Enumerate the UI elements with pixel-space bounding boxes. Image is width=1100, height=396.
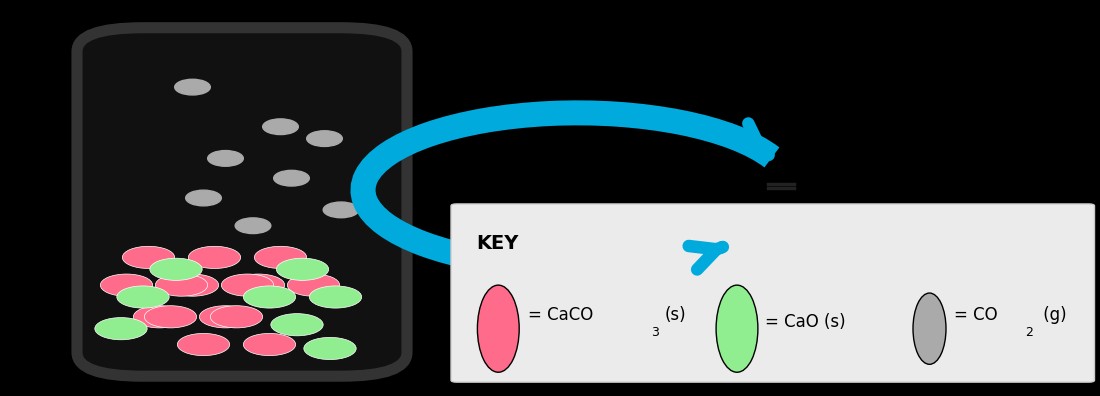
Ellipse shape <box>150 258 202 280</box>
Ellipse shape <box>122 246 175 268</box>
Ellipse shape <box>304 337 356 360</box>
Ellipse shape <box>210 306 263 328</box>
Ellipse shape <box>221 274 274 296</box>
Ellipse shape <box>177 333 230 356</box>
Ellipse shape <box>100 274 153 296</box>
Ellipse shape <box>323 202 359 218</box>
Ellipse shape <box>175 79 210 95</box>
Ellipse shape <box>243 333 296 356</box>
Ellipse shape <box>307 131 342 147</box>
Ellipse shape <box>155 274 208 296</box>
FancyBboxPatch shape <box>77 28 407 376</box>
Ellipse shape <box>235 218 271 234</box>
FancyBboxPatch shape <box>451 204 1094 382</box>
Ellipse shape <box>716 285 758 372</box>
Ellipse shape <box>188 246 241 268</box>
Text: 2: 2 <box>1025 326 1033 339</box>
Ellipse shape <box>243 286 296 308</box>
Ellipse shape <box>117 286 169 308</box>
Ellipse shape <box>208 150 243 166</box>
Text: = CO: = CO <box>954 306 998 324</box>
Ellipse shape <box>144 306 197 328</box>
Text: 3: 3 <box>651 326 659 339</box>
Ellipse shape <box>477 285 519 372</box>
Ellipse shape <box>199 306 252 328</box>
Ellipse shape <box>271 314 323 336</box>
Ellipse shape <box>309 286 362 308</box>
Text: (s): (s) <box>664 306 686 324</box>
Ellipse shape <box>274 170 309 186</box>
Ellipse shape <box>287 274 340 296</box>
Ellipse shape <box>232 274 285 296</box>
Ellipse shape <box>133 306 186 328</box>
Ellipse shape <box>913 293 946 364</box>
Ellipse shape <box>254 246 307 268</box>
Ellipse shape <box>186 190 221 206</box>
Ellipse shape <box>95 318 147 340</box>
Text: = CaO (s): = CaO (s) <box>764 312 845 331</box>
Ellipse shape <box>263 119 298 135</box>
Ellipse shape <box>166 274 219 296</box>
Text: (g): (g) <box>1038 306 1067 324</box>
Text: = CaCO: = CaCO <box>528 306 593 324</box>
Ellipse shape <box>276 258 329 280</box>
Text: KEY: KEY <box>476 234 519 253</box>
